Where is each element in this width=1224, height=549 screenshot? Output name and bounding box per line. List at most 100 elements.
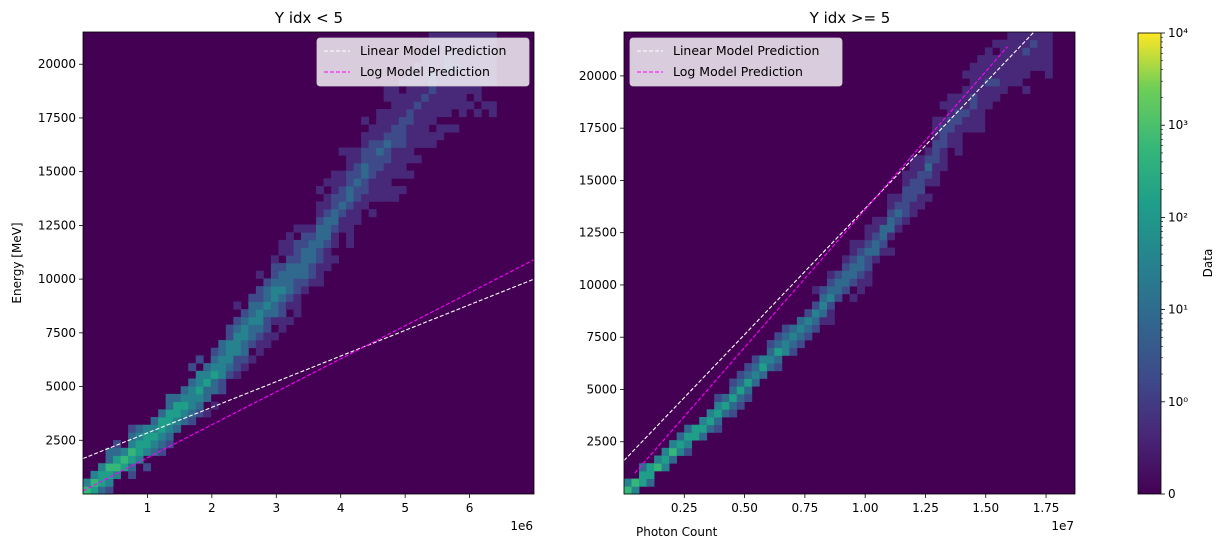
heatmap-cell [669, 447, 678, 456]
heatmap-cell [331, 209, 339, 218]
heatmap-cell [481, 32, 490, 41]
heatmap-cell [316, 263, 324, 272]
heatmap-cell [894, 216, 903, 225]
heatmap-cell [383, 162, 392, 171]
heatmap-cell [917, 155, 926, 164]
heatmap-cell [841, 270, 850, 279]
heatmap-cell [1037, 62, 1046, 71]
heatmap-cell [331, 232, 339, 241]
heatmap-cell [346, 239, 354, 248]
heatmap-cell [977, 55, 986, 64]
x-tick-label: 0.75 [792, 501, 819, 515]
heatmap-cell [849, 293, 858, 302]
heatmap-cell [939, 124, 948, 133]
heatmap-cell [924, 147, 933, 156]
heatmap-cell [83, 486, 91, 495]
heatmap-cell [98, 470, 106, 479]
heatmap-cell [879, 247, 888, 256]
heatmap-cell [165, 440, 174, 449]
heatmap-cell [879, 224, 888, 233]
heatmap-cell [1022, 39, 1031, 48]
heatmap-cell [180, 417, 189, 426]
heatmap-cell [849, 255, 858, 264]
heatmap-cell [203, 409, 212, 418]
heatmap-cell [894, 193, 903, 202]
heatmap-cell [1014, 55, 1023, 64]
heatmap-cell [383, 193, 392, 202]
heatmap-cell [766, 355, 775, 364]
heatmap-cell [654, 455, 662, 464]
heatmap-cell [233, 370, 242, 379]
heatmap-cell [872, 255, 880, 264]
heatmap-cell [120, 463, 129, 472]
heatmap-cell [376, 109, 385, 118]
heatmap-cell [135, 447, 144, 456]
heatmap-cell [984, 55, 993, 64]
heatmap-cell [338, 170, 347, 179]
heatmap-cell [406, 139, 415, 148]
heatmap-cell [781, 332, 790, 341]
heatmap-cell [826, 270, 835, 279]
heatmap-cell [962, 116, 971, 125]
heatmap-cell [195, 409, 204, 418]
x-tick-label: 2 [208, 501, 216, 515]
heatmap-cell [113, 447, 121, 456]
heatmap-cell [969, 85, 978, 94]
heatmap-cell [391, 93, 400, 102]
heatmap-cell [233, 347, 242, 356]
heatmap-cell [143, 463, 152, 472]
heatmap-cell [398, 186, 407, 195]
heatmap-cell [255, 309, 264, 318]
heatmap-cell [293, 293, 302, 302]
heatmap-cell [676, 432, 685, 441]
y-tick-label: 5000 [45, 380, 76, 394]
heatmap-cell [361, 178, 370, 187]
heatmap-cell [826, 309, 835, 318]
heatmap-cell [789, 332, 798, 341]
heatmap-cell [992, 39, 1001, 48]
heatmap-cell [150, 440, 159, 449]
heatmap-cell [969, 116, 978, 125]
heatmap-cell [624, 478, 632, 487]
heatmap-cell [383, 116, 392, 125]
heatmap-cell [774, 332, 783, 341]
heatmap-cell [331, 201, 339, 210]
heatmap-cell [180, 386, 189, 395]
heatmap-cell [917, 201, 926, 210]
heatmap-cell [909, 209, 918, 218]
heatmap-cell [857, 255, 865, 264]
heatmap-cell [316, 201, 324, 210]
y-tick-label: 5000 [586, 382, 617, 396]
heatmap-cell [376, 155, 385, 164]
heatmap-cell [391, 186, 400, 195]
colorbar-tick-label: 10⁰ [1168, 395, 1188, 409]
heatmap-cell [857, 239, 865, 248]
heatmap-cell [443, 32, 452, 41]
heatmap-cell [143, 432, 152, 441]
heatmap-cell [308, 224, 317, 233]
heatmap-cell [406, 109, 415, 118]
heatmap-cell [255, 324, 264, 333]
left-prediction-lines [83, 259, 534, 492]
heatmap-cell [346, 162, 354, 171]
heatmap-cell [962, 70, 971, 79]
heatmap-cell [383, 170, 392, 179]
heatmap-cell [158, 424, 167, 433]
legend-entry-label: Log Model Prediction [673, 64, 803, 79]
heatmap-cell [902, 170, 911, 179]
heatmap-cell [729, 386, 738, 395]
heatmap-cell [225, 347, 234, 356]
heatmap-cell [699, 417, 708, 426]
x-tick-label: 6 [466, 501, 474, 515]
heatmap-cell [954, 139, 963, 148]
x-tick-label: 1.25 [912, 501, 939, 515]
heatmap-cell [263, 286, 272, 295]
heatmap-cell [1022, 47, 1031, 56]
heatmap-cell [316, 232, 324, 241]
heatmap-cell [203, 378, 212, 387]
right-heatmap-panel: Y idx >= 5 Photon Count 1e7 0.25 0.50 0.75… [579, 9, 1076, 539]
heatmap-cell [233, 332, 242, 341]
heatmap-cell [962, 109, 971, 118]
heatmap-cell [293, 255, 302, 264]
heatmap-cell [841, 255, 850, 264]
